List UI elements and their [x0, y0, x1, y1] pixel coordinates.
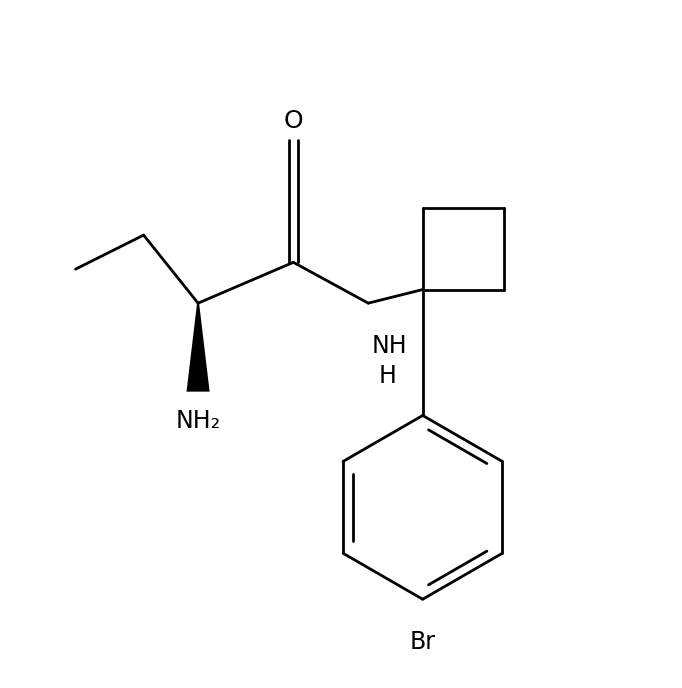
Text: H: H — [379, 365, 396, 389]
Polygon shape — [186, 303, 209, 391]
Text: Br: Br — [410, 630, 436, 654]
Text: O: O — [284, 109, 303, 133]
Text: NH: NH — [372, 334, 407, 358]
Text: NH₂: NH₂ — [175, 409, 221, 433]
